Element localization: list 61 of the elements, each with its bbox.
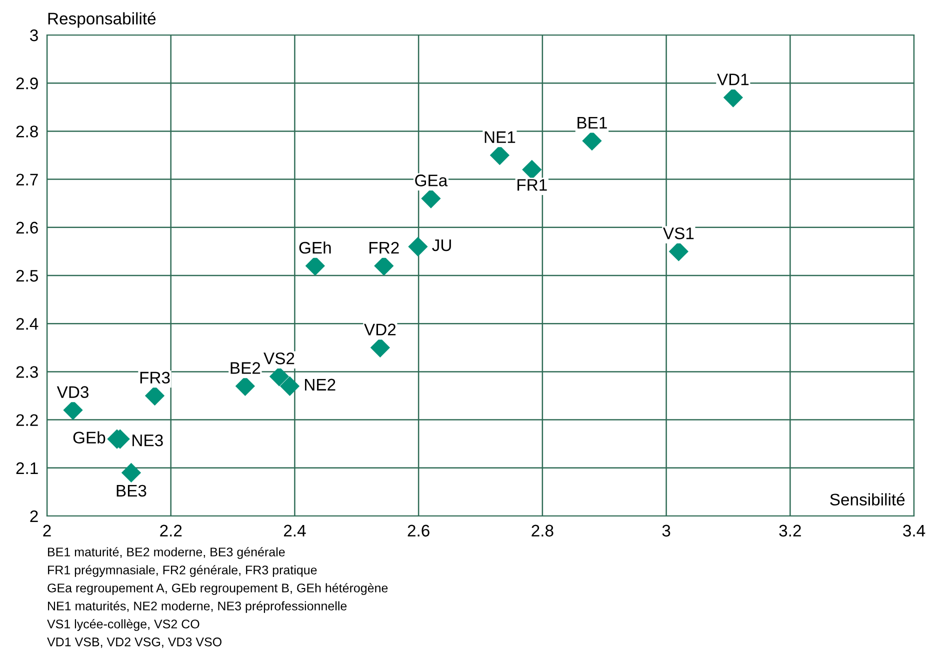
y-tick-label: 2.6: [16, 222, 38, 234]
annotation: GEb: [73, 431, 106, 444]
y-tick-label: 2.2: [16, 414, 38, 426]
annotation: NE2: [305, 378, 336, 390]
point: [669, 242, 688, 261]
annotation: FR1: [518, 179, 547, 191]
x-tick-label: 3.4: [903, 524, 926, 537]
annotation: VS2: [264, 352, 294, 364]
x-tick-label: 2.8: [532, 524, 554, 537]
annotation: BE3: [116, 484, 146, 497]
y-tick-label: 2.5: [16, 270, 38, 282]
x-tick-label: 2.2: [160, 524, 182, 536]
point: [582, 131, 602, 150]
point: [306, 256, 325, 276]
x-tick-label: 3.2: [779, 524, 801, 537]
point: [280, 376, 300, 396]
point: [145, 386, 164, 406]
annotation: VS1: [662, 227, 694, 240]
y-tick-label: 2.7: [16, 174, 38, 186]
point: [236, 376, 255, 396]
x-axis-title: Sensibilité: [830, 493, 905, 506]
annotation: VD3: [56, 386, 88, 398]
point: [522, 160, 542, 180]
text: VD1 VSB, VD2 VSG, VD3 VSO: [47, 638, 222, 648]
y-tick-label: 2.8: [16, 126, 38, 138]
x-tick-label: 2.6: [408, 524, 430, 537]
annotation: BE1: [578, 116, 607, 128]
x-tick-label: 2.4: [284, 524, 306, 536]
y-tick-label: 2.9: [16, 78, 38, 90]
point: [724, 88, 743, 108]
point: [490, 146, 510, 165]
x-tick-label: 2: [43, 524, 51, 536]
annotation: FR2: [370, 242, 399, 254]
text: VS1 lycée-collège, VS2 CO: [47, 619, 200, 631]
y-tick-label: 3: [30, 29, 38, 42]
annotation: NE1: [484, 131, 516, 143]
point: [370, 338, 390, 358]
text: GEa regroupement A, GEb regroupement B, GEh hétérogène: [48, 583, 388, 595]
y-tick-label: 2: [30, 510, 38, 522]
annotation: GEh: [299, 241, 331, 254]
text: BE1 maturité, BE2 moderne, BE3 générale: [48, 547, 285, 559]
x-tick-label: 3: [662, 524, 670, 537]
y-tick-label: 2.3: [16, 366, 38, 378]
point: [270, 366, 289, 386]
point: [421, 189, 440, 208]
annotation: NE3: [132, 434, 163, 446]
annotation: VD2: [364, 324, 396, 336]
annotation: GEa: [415, 174, 448, 186]
annotation: BE2: [230, 362, 260, 374]
point: [63, 400, 83, 420]
point: [374, 256, 394, 276]
point: [408, 237, 428, 256]
annotation: JU: [432, 239, 451, 252]
text: FR1 prégymnasiale, FR2 générale, FR3 pratique: [48, 565, 317, 577]
annotation: FR3: [140, 372, 170, 384]
y-axis-title: Responsabilité: [48, 12, 156, 28]
point: [122, 463, 141, 482]
y-tick-label: 2.1: [16, 462, 38, 474]
y-tick-label: 2.4: [16, 318, 38, 330]
text: NE1 maturités, NE2 moderne, NE3 préprofessionnelle: [48, 601, 347, 613]
annotation: VD1: [717, 74, 749, 86]
